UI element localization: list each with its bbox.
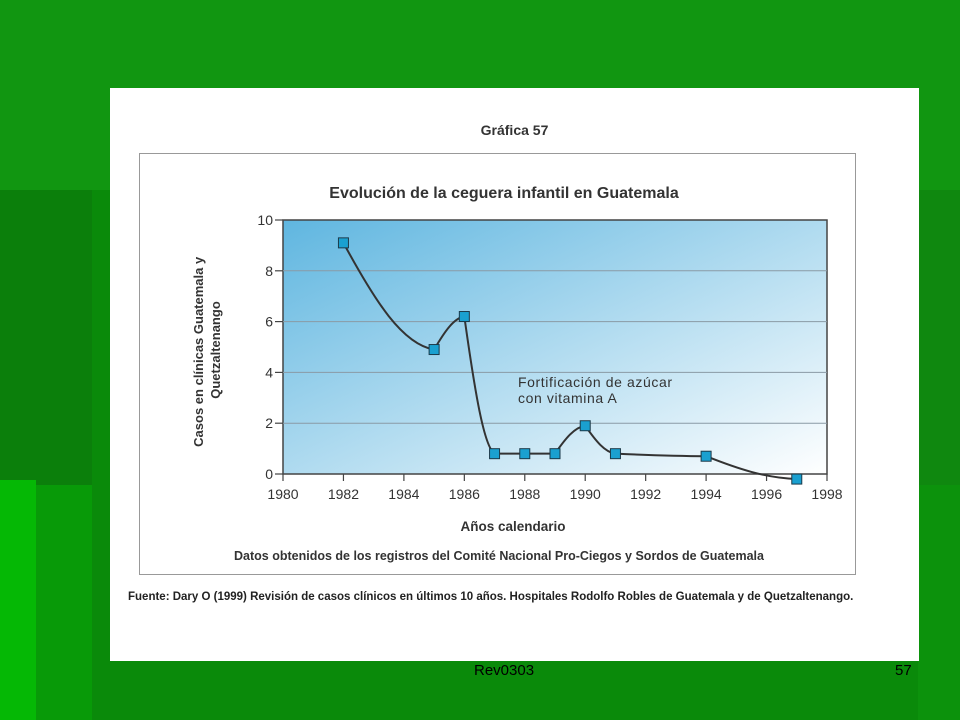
- background-band-right-lower: [918, 485, 960, 720]
- x-tick-label: 1982: [328, 486, 359, 502]
- figure-card: Gráfica 57 Evolución de la ceguera infan…: [110, 88, 919, 661]
- grid-lines: [283, 270, 827, 424]
- y-tick-label: 2: [265, 415, 273, 431]
- background-band-left-lower: [36, 485, 92, 720]
- x-tick-label: 1986: [449, 486, 480, 502]
- x-tick-label: 1994: [691, 486, 722, 502]
- x-tick-label: 1990: [570, 486, 601, 502]
- data-point: [700, 450, 712, 462]
- chart-frame: Evolución de la ceguera infantil en Guat…: [139, 153, 856, 575]
- y-tick-label: 4: [265, 364, 273, 380]
- chart: Evolución de la ceguera infantil en Guat…: [191, 185, 843, 563]
- y-tick-label: 6: [265, 314, 273, 330]
- plot-area: [282, 219, 828, 475]
- figure-source: Fuente: Dary O (1999) Revisión de casos …: [128, 591, 854, 603]
- chart-title: Evolución de la ceguera infantil en Guat…: [329, 185, 679, 202]
- y-axis-label: Casos en clínicas Guatemala y Quetzalten…: [191, 253, 223, 447]
- data-point: [579, 420, 591, 432]
- x-tick-label: 1984: [388, 486, 419, 502]
- annotation-line-2: con vitamina A: [518, 390, 618, 406]
- data-point: [458, 311, 470, 323]
- x-tick-label: 1988: [509, 486, 540, 502]
- data-point: [609, 448, 621, 460]
- background-band-left-bright: [0, 480, 36, 720]
- annotation-line-1: Fortificación de azúcar: [518, 374, 673, 390]
- data-point: [519, 448, 531, 460]
- data-point: [791, 473, 803, 485]
- data-point: [428, 344, 440, 356]
- chart-data-note: Datos obtenidos de los registros del Com…: [234, 549, 765, 563]
- footer-revision: Rev0303: [474, 662, 535, 679]
- footer-page-number: 57: [895, 662, 912, 679]
- figure-heading: Gráfica 57: [480, 122, 549, 138]
- data-points: [337, 237, 803, 485]
- x-tick-label: 1998: [811, 486, 842, 502]
- x-tick-label: 1996: [751, 486, 782, 502]
- x-tick-label: 1992: [630, 486, 661, 502]
- y-tick-label: 8: [265, 263, 273, 279]
- axis-ticks: 0 2 4 6 8 10 1980 1982 1984 1986 1988 1990 1992 1994 1…: [257, 212, 842, 502]
- y-tick-label: 10: [257, 212, 273, 228]
- y-tick-label: 0: [265, 466, 273, 482]
- data-point: [489, 448, 501, 460]
- y-axis-label-line-1: Casos en clínicas Guatemala y: [191, 256, 206, 447]
- x-tick-label: 1980: [267, 486, 298, 502]
- data-point: [337, 237, 349, 249]
- x-axis-label: Años calendario: [460, 519, 565, 534]
- data-point: [549, 448, 561, 460]
- y-axis-label-line-2: Quetzaltenango: [208, 301, 223, 399]
